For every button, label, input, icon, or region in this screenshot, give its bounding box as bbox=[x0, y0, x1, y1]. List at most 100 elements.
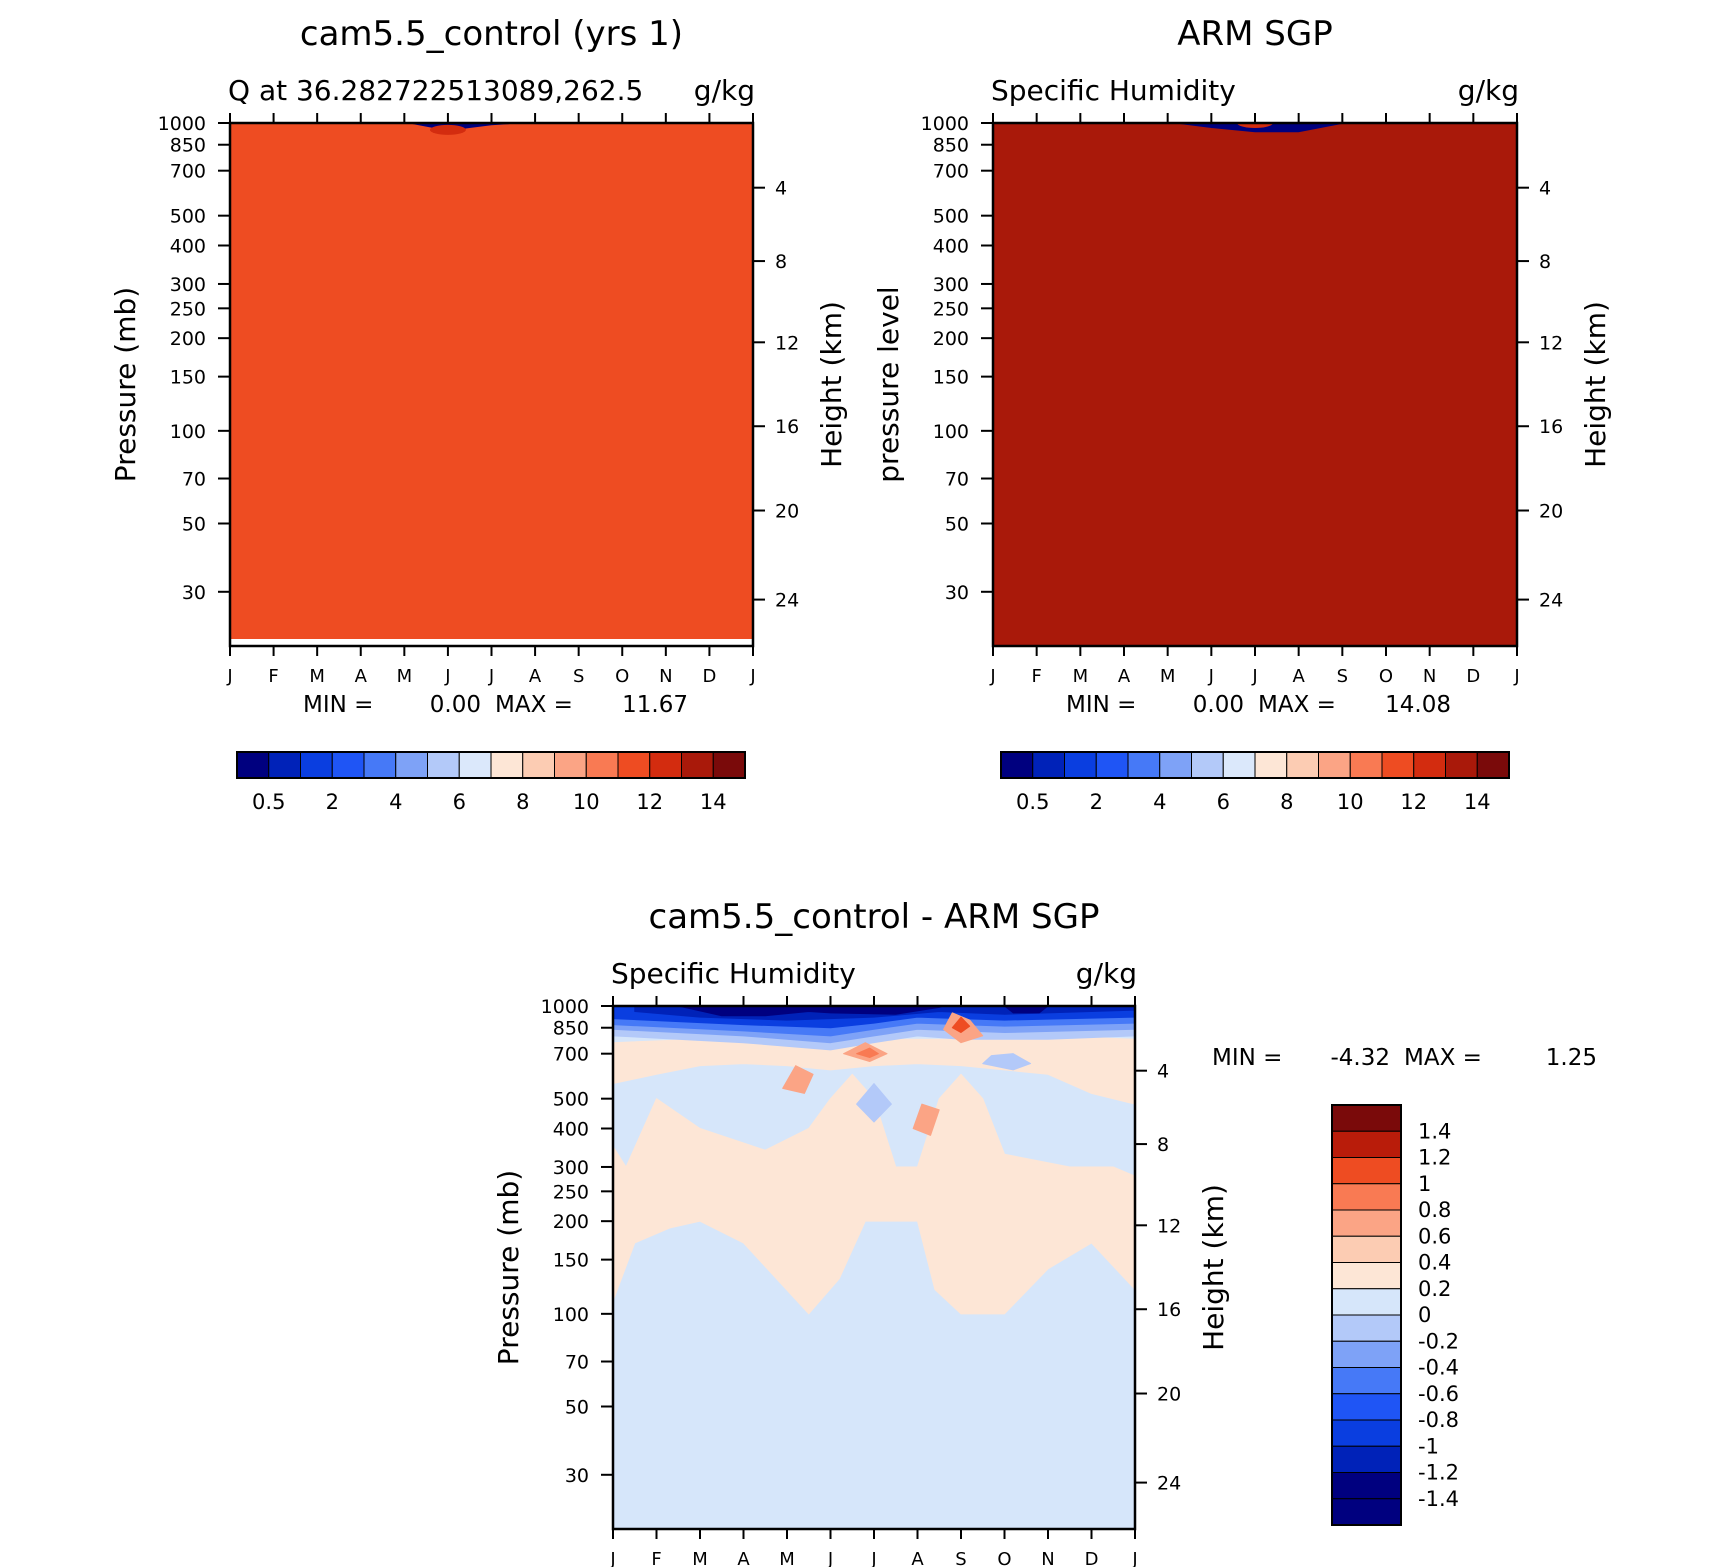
contour-field bbox=[993, 123, 1517, 646]
colorbar-box bbox=[1476, 751, 1510, 779]
y-tick-label: 50 bbox=[945, 514, 969, 536]
max-label: MAX = bbox=[1258, 692, 1336, 718]
y-tick-label: 70 bbox=[945, 469, 969, 491]
colorbar-box bbox=[1331, 1157, 1402, 1185]
colorbar-box bbox=[236, 751, 270, 779]
x-tick-label: O bbox=[615, 666, 629, 687]
colorbar-label: 4 bbox=[1153, 790, 1166, 814]
colorbar-box bbox=[1000, 751, 1034, 779]
y-tick-label: 250 bbox=[170, 298, 206, 320]
y-tick-label-right: 12 bbox=[1157, 1215, 1181, 1237]
y-tick-label-right: 20 bbox=[775, 501, 799, 523]
y-tick-label: 30 bbox=[945, 582, 969, 604]
y-tick-label: 70 bbox=[565, 1352, 589, 1374]
colorbar-label: 14 bbox=[700, 790, 727, 814]
colorbar-frame bbox=[1000, 751, 1510, 779]
subtitle-right: g/kg bbox=[694, 74, 755, 107]
x-tick-label: J bbox=[1131, 1549, 1137, 1567]
x-tick-label: J bbox=[226, 666, 232, 687]
y-tick-label: 1000 bbox=[921, 113, 969, 135]
colorbar-label: 10 bbox=[1337, 790, 1364, 814]
colorbar-label: 0.8 bbox=[1418, 1198, 1451, 1222]
y-tick-label-right: 24 bbox=[1539, 590, 1563, 612]
y-tick-label-right: 8 bbox=[1539, 251, 1551, 273]
y-tick-label: 100 bbox=[170, 421, 206, 443]
y-tick-label: 400 bbox=[933, 235, 969, 257]
colorbar-frame bbox=[1331, 1104, 1402, 1526]
y-tick-label: 250 bbox=[553, 1181, 589, 1203]
x-tick-label: F bbox=[651, 1549, 661, 1567]
colorbar-box bbox=[1331, 1472, 1402, 1500]
colorbar-label: 8 bbox=[516, 790, 529, 814]
colorbar-label: 6 bbox=[453, 790, 466, 814]
max-value: 11.67 bbox=[622, 692, 688, 718]
y-axis-label-right: Height (km) bbox=[1197, 1184, 1230, 1351]
colorbar-box bbox=[1032, 751, 1065, 779]
colorbar-box bbox=[1331, 1445, 1402, 1473]
x-tick-label: M bbox=[397, 666, 413, 687]
x-tick-label: N bbox=[1041, 1549, 1054, 1567]
y-tick-label: 150 bbox=[933, 367, 969, 389]
y-tick-label-right: 4 bbox=[1539, 178, 1551, 200]
colorbar-label: -1.4 bbox=[1418, 1487, 1459, 1511]
y-axis-label: pressure level bbox=[872, 286, 905, 482]
y-tick-label: 300 bbox=[170, 274, 206, 296]
y-tick-label-right: 20 bbox=[1157, 1384, 1181, 1406]
contour-fill bbox=[982, 1053, 1032, 1071]
min-value: 0.00 bbox=[430, 692, 481, 718]
colorbar-box bbox=[1349, 751, 1383, 779]
contour-fill bbox=[613, 1073, 1135, 1315]
min-label: MIN = bbox=[1066, 692, 1136, 718]
contour-fill bbox=[1004, 1006, 1049, 1014]
colorbar-box bbox=[522, 751, 555, 779]
colorbar-box bbox=[1127, 751, 1161, 779]
colorbar-label: 0.4 bbox=[1418, 1251, 1451, 1275]
x-tick-label: J bbox=[870, 1549, 876, 1567]
colorbar-box bbox=[300, 751, 333, 779]
y-axis-label-right: Height (km) bbox=[1579, 301, 1612, 468]
x-tick-label: D bbox=[1085, 1549, 1099, 1567]
y-tick-label-right: 24 bbox=[775, 590, 799, 612]
y-tick-label: 30 bbox=[182, 582, 206, 604]
x-tick-label: M bbox=[692, 1549, 708, 1567]
y-tick-label: 200 bbox=[170, 328, 206, 350]
colorbar-box bbox=[331, 751, 365, 779]
colorbar-box bbox=[1331, 1288, 1402, 1316]
subtitle-left: Specific Humidity bbox=[611, 957, 856, 990]
y-tick-label: 400 bbox=[170, 235, 206, 257]
x-tick-label: J bbox=[1208, 666, 1214, 687]
colorbar-label: 0.5 bbox=[1016, 790, 1049, 814]
x-tick-label: O bbox=[1379, 666, 1393, 687]
colorbar: 0.5 2 4 6 8 10 12 14 bbox=[1000, 751, 1510, 814]
x-tick-label: M bbox=[1160, 666, 1176, 687]
min-label: MIN = bbox=[1212, 1045, 1282, 1071]
x-tick-label: D bbox=[702, 666, 716, 687]
colorbar-box bbox=[1318, 751, 1351, 779]
y-tick-label: 150 bbox=[553, 1250, 589, 1272]
y-tick-label: 50 bbox=[565, 1397, 589, 1419]
y-tick-label: 300 bbox=[553, 1157, 589, 1179]
contour-field bbox=[230, 123, 753, 646]
x-tick-label: F bbox=[1031, 666, 1041, 687]
y-tick-label-right: 16 bbox=[1539, 416, 1563, 438]
colorbar-label: 12 bbox=[1400, 790, 1427, 814]
y-tick-label: 700 bbox=[933, 161, 969, 183]
colorbar-box bbox=[1331, 1314, 1402, 1342]
contour-fill bbox=[856, 1047, 879, 1059]
colorbar-box bbox=[1331, 1104, 1402, 1132]
contour-fill bbox=[782, 1065, 814, 1094]
colorbar-box bbox=[363, 751, 397, 779]
y-tick-label-right: 12 bbox=[1539, 332, 1563, 354]
y-tick-label: 70 bbox=[182, 469, 206, 491]
colorbar-label: 12 bbox=[636, 790, 663, 814]
y-tick-label: 200 bbox=[933, 328, 969, 350]
min-max-readout: MIN = -4.32 MAX = 1.25 bbox=[1212, 1045, 1597, 1071]
min-label: MIN = bbox=[303, 692, 373, 718]
colorbar-box bbox=[1064, 751, 1097, 779]
x-tick-label: J bbox=[989, 666, 995, 687]
y-tick-label: 30 bbox=[565, 1465, 589, 1487]
x-tick-label: O bbox=[997, 1549, 1011, 1567]
subtitle-left: Specific Humidity bbox=[991, 74, 1236, 107]
max-core bbox=[429, 124, 466, 135]
